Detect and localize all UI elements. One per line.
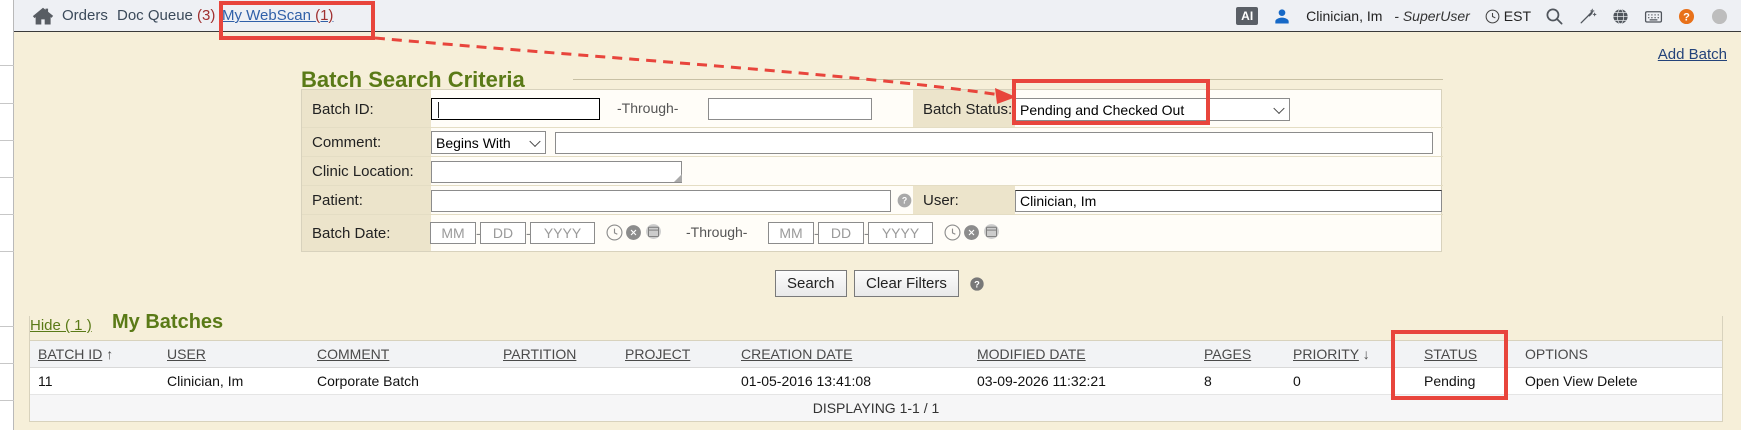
svg-text:?: ? <box>974 279 980 289</box>
svg-text:?: ? <box>902 196 907 206</box>
svg-text:?: ? <box>1683 11 1690 23</box>
